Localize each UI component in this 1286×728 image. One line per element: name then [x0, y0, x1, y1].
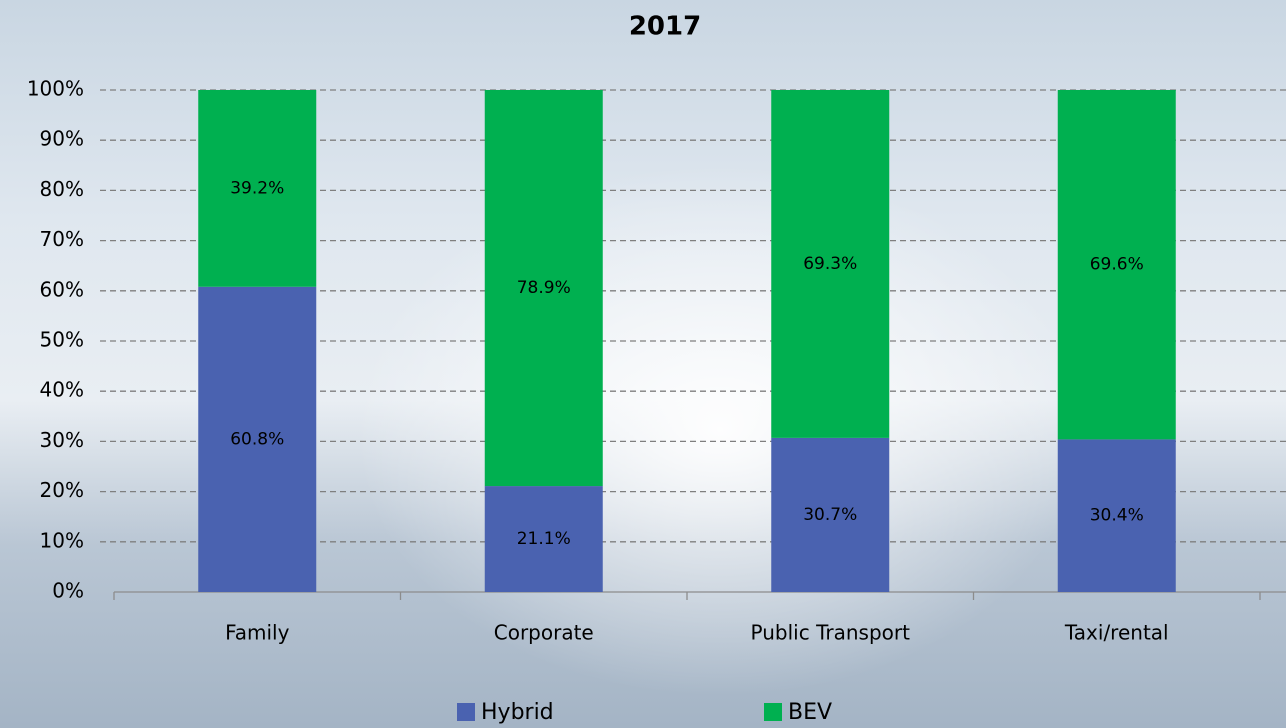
chart-title: 2017 — [629, 12, 701, 42]
x-tick-label: Public Transport — [751, 621, 911, 645]
legend-label: BEV — [788, 700, 832, 725]
data-label: 69.3% — [803, 254, 857, 274]
bar-segment — [771, 437, 890, 592]
data-label: 21.1% — [517, 529, 571, 549]
bar-segment — [484, 486, 603, 592]
bar-segment — [1057, 439, 1176, 592]
x-tick-label: Corporate — [494, 621, 594, 645]
y-tick-label: 80% — [40, 177, 84, 201]
bar-segment — [198, 90, 317, 287]
data-label: 30.7% — [803, 505, 857, 525]
legend-label: Hybrid — [481, 700, 554, 725]
data-label: 78.9% — [517, 278, 571, 298]
data-label: 30.4% — [1090, 506, 1144, 526]
y-tick-label: 40% — [40, 378, 84, 402]
x-tick-label: Taxi/rental — [1064, 621, 1169, 645]
y-tick-label: 100% — [27, 77, 84, 101]
bar-segment — [1057, 90, 1176, 440]
legend-swatch — [457, 703, 475, 721]
y-tick-label: 60% — [40, 277, 84, 301]
bar-segment — [484, 90, 603, 487]
y-tick-label: 90% — [40, 127, 84, 151]
y-tick-label: 10% — [40, 528, 84, 552]
y-tick-label: 0% — [52, 579, 84, 603]
bar-segment — [771, 90, 890, 438]
legend-swatch — [764, 703, 782, 721]
data-label: 60.8% — [230, 429, 284, 449]
x-tick-label: Family — [225, 621, 290, 645]
y-tick-label: 70% — [40, 227, 84, 251]
y-tick-label: 30% — [40, 428, 84, 452]
y-tick-label: 20% — [40, 478, 84, 502]
bar-segment — [198, 286, 317, 592]
y-tick-label: 50% — [40, 328, 84, 352]
data-label: 69.6% — [1090, 255, 1144, 275]
data-label: 39.2% — [230, 178, 284, 198]
